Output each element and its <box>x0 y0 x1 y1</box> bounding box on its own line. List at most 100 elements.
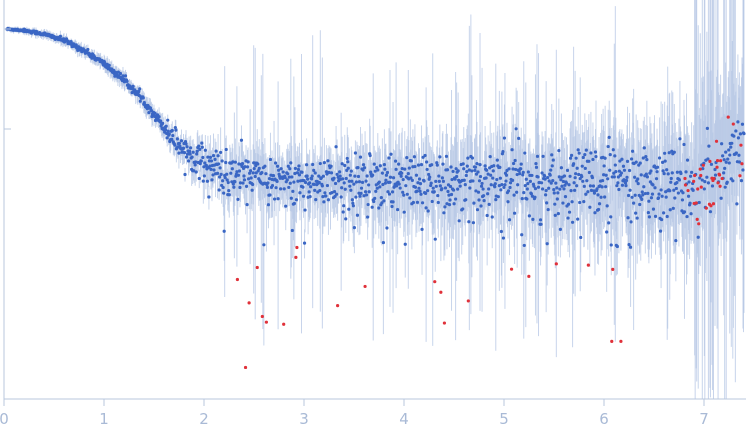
data-point <box>385 226 389 230</box>
data-point <box>566 202 571 206</box>
data-point <box>519 167 523 171</box>
data-point <box>391 176 396 180</box>
data-point <box>713 167 717 172</box>
data-point <box>274 186 278 190</box>
data-point <box>423 153 427 158</box>
data-point <box>351 201 355 205</box>
data-point <box>724 150 728 154</box>
data-point <box>123 74 128 78</box>
data-point <box>491 176 495 180</box>
data-point <box>558 187 562 191</box>
data-point <box>190 155 194 159</box>
data-point <box>647 215 651 219</box>
outlier-point <box>442 321 447 325</box>
data-point <box>458 184 462 188</box>
data-point <box>326 159 330 163</box>
data-point <box>471 179 475 183</box>
data-point <box>159 119 163 123</box>
data-point <box>440 187 444 191</box>
data-point <box>251 171 255 175</box>
data-point <box>410 178 414 182</box>
data-point <box>574 156 578 160</box>
data-point <box>231 160 235 164</box>
data-point <box>606 144 610 149</box>
data-point <box>446 189 450 194</box>
data-point <box>358 155 363 159</box>
data-point <box>297 164 301 168</box>
data-point <box>666 172 670 176</box>
data-point <box>627 168 632 173</box>
data-point <box>427 172 431 177</box>
data-point <box>430 199 434 204</box>
data-point <box>621 164 626 168</box>
data-point <box>264 172 268 176</box>
data-point <box>208 164 212 168</box>
data-point <box>581 155 585 160</box>
data-point <box>520 197 524 201</box>
outlier-point <box>264 320 268 324</box>
data-point <box>602 173 606 177</box>
data-point <box>546 175 550 180</box>
data-point <box>341 210 345 214</box>
data-point <box>348 173 352 177</box>
data-point <box>202 174 206 178</box>
data-point <box>722 171 726 175</box>
data-point <box>242 178 247 182</box>
data-point <box>448 184 453 189</box>
data-point <box>417 177 422 181</box>
data-point <box>197 176 201 181</box>
data-point <box>651 183 655 187</box>
data-point <box>289 161 293 165</box>
data-point <box>609 215 613 219</box>
data-point <box>402 193 406 197</box>
data-point <box>726 157 730 161</box>
data-point <box>595 187 599 191</box>
data-point <box>335 172 339 176</box>
data-point <box>388 180 392 184</box>
data-point <box>340 186 344 190</box>
data-point <box>526 181 530 186</box>
data-point <box>240 161 245 166</box>
data-point <box>342 181 346 185</box>
data-point <box>569 188 573 193</box>
data-point <box>210 178 214 182</box>
data-point <box>535 154 540 158</box>
data-point <box>513 158 517 163</box>
data-point <box>211 173 215 177</box>
data-point <box>201 155 205 160</box>
data-point <box>565 168 570 172</box>
data-point <box>361 168 365 172</box>
data-point <box>573 176 577 180</box>
data-point <box>347 179 351 183</box>
data-point <box>591 184 596 188</box>
data-point <box>474 189 478 193</box>
data-point <box>659 188 663 192</box>
data-point <box>313 188 317 192</box>
data-point <box>218 166 222 170</box>
outlier-point <box>527 274 531 278</box>
data-point <box>734 129 738 133</box>
data-point <box>275 164 280 168</box>
data-point <box>222 229 226 233</box>
data-point <box>246 160 250 164</box>
data-point <box>250 188 254 192</box>
data-point <box>649 169 653 173</box>
data-point <box>170 137 174 141</box>
data-point <box>391 200 395 204</box>
data-point <box>204 163 208 168</box>
data-point <box>189 146 193 150</box>
data-point <box>219 172 223 176</box>
data-point <box>412 155 417 159</box>
data-point <box>221 185 225 190</box>
data-point <box>440 176 444 180</box>
data-point <box>413 185 418 189</box>
data-point <box>403 167 407 171</box>
data-point <box>125 79 129 83</box>
data-point <box>622 168 627 172</box>
data-point <box>702 187 706 191</box>
data-point <box>596 193 600 197</box>
data-point <box>302 241 307 245</box>
data-point <box>403 242 407 246</box>
data-point <box>326 198 331 202</box>
data-point <box>686 194 691 198</box>
